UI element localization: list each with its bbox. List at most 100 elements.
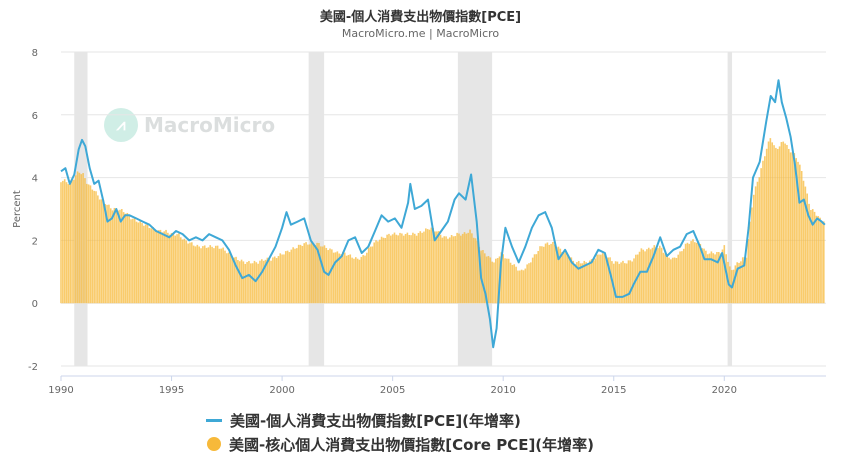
bar-core-pce bbox=[264, 259, 267, 304]
bar-core-pce bbox=[622, 260, 624, 304]
bar-core-pce bbox=[524, 268, 527, 304]
chart-subtitle: MacroMicro.me | MacroMicro bbox=[341, 27, 500, 40]
bar-core-pce bbox=[493, 262, 495, 304]
bar-core-pce bbox=[572, 260, 575, 304]
bar-core-pce bbox=[485, 256, 488, 304]
bar-core-pce bbox=[804, 186, 807, 304]
bar-core-pce bbox=[78, 172, 81, 304]
bar-core-pce bbox=[677, 254, 680, 304]
bar-core-pce bbox=[581, 263, 584, 304]
legend-item-core-pce[interactable]: 美國-核心個人消費支出物價指數[Core PCE](年增率) bbox=[206, 432, 594, 456]
bar-core-pce bbox=[563, 251, 565, 304]
bar-core-pce bbox=[810, 210, 812, 304]
bar-core-pce bbox=[203, 245, 206, 304]
bar-core-pce bbox=[646, 249, 648, 304]
bar-core-pce bbox=[185, 240, 188, 304]
bar-core-pce bbox=[318, 243, 320, 304]
bar-core-pce bbox=[80, 174, 83, 304]
bar-core-pce bbox=[150, 228, 153, 304]
bar-core-pce bbox=[342, 251, 344, 304]
bar-core-pce bbox=[388, 233, 390, 304]
bar-core-pce bbox=[465, 233, 468, 304]
bar-core-pce bbox=[706, 254, 709, 304]
bar-core-pce bbox=[95, 191, 97, 304]
bar-core-pce bbox=[189, 242, 191, 304]
bar-core-pce bbox=[688, 243, 691, 304]
bar-core-pce bbox=[430, 227, 433, 304]
bar-core-pce bbox=[544, 243, 547, 304]
bar-core-pce bbox=[596, 254, 598, 304]
bar-core-pce bbox=[487, 255, 490, 304]
bar-core-pce bbox=[292, 247, 294, 304]
bar-core-pce bbox=[314, 245, 317, 304]
bar-core-pce bbox=[141, 223, 143, 304]
bar-core-pce bbox=[270, 260, 272, 304]
bar-core-pce bbox=[102, 200, 105, 304]
bar-core-pce bbox=[279, 253, 282, 304]
bar-core-pce bbox=[113, 207, 116, 304]
bar-core-pce bbox=[84, 178, 86, 304]
bar-core-pce bbox=[148, 227, 151, 304]
bar-core-pce bbox=[802, 180, 805, 304]
bar-core-pce bbox=[806, 193, 809, 304]
bar-core-pce bbox=[574, 263, 576, 304]
bar-core-pce bbox=[633, 258, 635, 304]
bar-core-pce bbox=[174, 235, 177, 304]
bar-core-pce bbox=[226, 253, 228, 304]
bar-core-pce bbox=[93, 190, 95, 304]
bar-core-pce bbox=[246, 262, 248, 304]
bar-core-pce bbox=[98, 199, 101, 304]
bar-core-pce bbox=[183, 238, 186, 304]
bar-core-pce bbox=[144, 224, 147, 304]
bar-core-pce bbox=[662, 252, 665, 304]
bar-core-pce bbox=[65, 182, 68, 304]
legend-item-pce[interactable]: 美國-個人消費支出物價指數[PCE](年增率) bbox=[206, 408, 594, 432]
bar-core-pce bbox=[238, 261, 241, 304]
bar-core-pce bbox=[100, 199, 103, 304]
bar-core-pce bbox=[725, 254, 727, 304]
bar-core-pce bbox=[386, 234, 388, 304]
bar-core-pce bbox=[410, 235, 412, 304]
bar-core-pce bbox=[233, 257, 235, 304]
bar-core-pce bbox=[327, 250, 329, 304]
bar-core-pce bbox=[469, 229, 471, 304]
bar-core-pce bbox=[200, 248, 202, 304]
bar-core-pce bbox=[412, 232, 414, 304]
bar-core-pce bbox=[139, 220, 142, 304]
bar-core-pce bbox=[681, 251, 683, 304]
bar-core-pce bbox=[395, 234, 398, 304]
bar-core-pce bbox=[329, 248, 331, 304]
bar-core-pce bbox=[296, 248, 298, 304]
bar-core-pce bbox=[124, 213, 127, 304]
bar-core-pce bbox=[222, 247, 224, 304]
bar-core-pce bbox=[325, 247, 328, 304]
legend-label-pce: 美國-個人消費支出物價指數[PCE](年增率) bbox=[230, 411, 521, 430]
bar-core-pce bbox=[69, 182, 72, 304]
bar-core-pce bbox=[257, 263, 259, 304]
bar-core-pce bbox=[115, 208, 118, 304]
bar-core-pce bbox=[695, 242, 698, 304]
bar-core-pce bbox=[321, 246, 324, 304]
bar-core-pce bbox=[366, 252, 368, 304]
bar-core-pce bbox=[286, 250, 289, 304]
bar-core-pce bbox=[734, 265, 737, 304]
bar-core-pce bbox=[548, 244, 551, 304]
bar-core-pce bbox=[209, 245, 212, 304]
bar-core-pce bbox=[743, 257, 746, 304]
bar-core-pce bbox=[154, 229, 156, 304]
bar-core-pce bbox=[91, 189, 94, 304]
bar-core-pce bbox=[434, 231, 436, 304]
bar-core-pce bbox=[649, 249, 652, 304]
bar-core-pce bbox=[694, 242, 696, 304]
bar-core-pce bbox=[231, 258, 234, 304]
bar-core-pce bbox=[625, 263, 628, 304]
bar-core-pce bbox=[819, 217, 821, 304]
bar-core-pce bbox=[272, 257, 274, 304]
bar-core-pce bbox=[598, 254, 600, 304]
bar-core-pce bbox=[117, 210, 119, 304]
bar-core-pce bbox=[651, 247, 654, 304]
bar-core-pce bbox=[666, 254, 668, 304]
bar-core-pce bbox=[518, 270, 521, 304]
bar-core-pce bbox=[334, 252, 337, 304]
bar-core-pce bbox=[312, 243, 315, 304]
